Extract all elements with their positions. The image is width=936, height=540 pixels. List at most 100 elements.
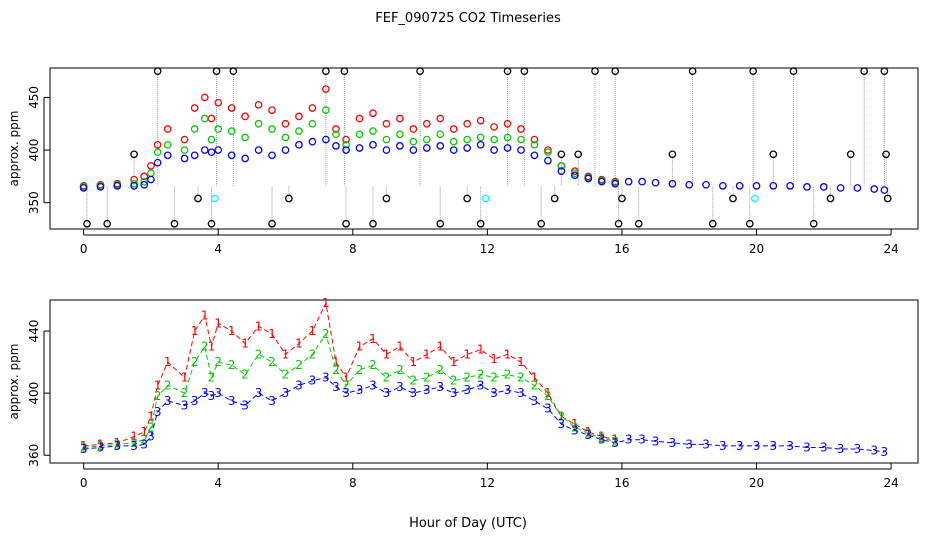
red-data-point — [180, 135, 189, 144]
bottom-x-tick-label: 4 — [214, 476, 222, 490]
top-x-tick-label: 16 — [614, 242, 629, 256]
blue-data-point — [463, 144, 472, 152]
black-data-point — [688, 67, 697, 76]
red-data-point — [295, 112, 303, 121]
red-data-point — [342, 135, 350, 144]
green-digit-marker: 2 — [282, 368, 290, 382]
top-y-tick-label: 350 — [27, 191, 41, 214]
blue-data-point — [147, 175, 155, 184]
red-digit-marker: 1 — [140, 425, 148, 439]
blue-data-point — [409, 146, 418, 154]
blue-digit-marker: 3 — [164, 394, 172, 408]
green-data-point — [530, 140, 539, 149]
blue-data-point — [570, 171, 579, 180]
black-data-point — [416, 67, 424, 76]
top-x-tick-label: 4 — [214, 242, 222, 256]
red-data-point — [227, 104, 236, 112]
bottom-y-tick-label: 360 — [27, 444, 41, 467]
blue-data-point — [530, 151, 539, 160]
blue-data-point — [207, 148, 216, 157]
green-data-point — [463, 135, 472, 144]
green-digit-marker: 2 — [584, 427, 592, 441]
red-digit-marker: 1 — [332, 355, 340, 369]
cyan-data-point — [211, 194, 219, 203]
blue-data-point — [436, 142, 445, 150]
green-digit-marker: 2 — [97, 439, 105, 453]
blue-digit-marker: 3 — [154, 405, 162, 419]
blue-data-point — [342, 146, 350, 154]
blue-data-point — [651, 178, 660, 187]
red-digit-marker: 1 — [113, 436, 121, 450]
green-digit-marker: 2 — [531, 378, 539, 392]
green-digit-marker: 2 — [342, 378, 350, 392]
bottom-y-tick-label: 440 — [27, 320, 41, 343]
green-digit-marker: 2 — [423, 371, 431, 385]
blue-data-point — [819, 183, 828, 191]
green-series-line — [83, 332, 616, 448]
green-digit-marker: 2 — [295, 358, 303, 372]
blue-data-point — [557, 167, 566, 175]
blue-digit-marker: 3 — [342, 386, 350, 400]
green-digit-marker: 2 — [490, 371, 498, 385]
green-digit-marker: 2 — [396, 363, 404, 377]
black-data-point — [809, 219, 818, 228]
green-data-point — [200, 114, 209, 123]
blue-digit-marker: 3 — [504, 383, 512, 397]
blue-digit-marker: 3 — [770, 439, 778, 453]
blue-data-point — [611, 179, 620, 188]
green-data-point — [180, 146, 189, 154]
blue-data-point — [355, 144, 364, 152]
red-data-point — [200, 93, 209, 102]
blue-digit-marker: 3 — [255, 386, 263, 400]
green-data-point — [422, 135, 431, 144]
blue-data-point — [214, 146, 223, 154]
green-digit-marker: 2 — [147, 420, 155, 434]
black-data-point — [634, 219, 643, 228]
red-digit-marker: 1 — [255, 319, 263, 333]
blue-digit-marker: 3 — [490, 386, 498, 400]
red-digit-marker: 1 — [322, 296, 330, 310]
blue-digit-marker: 3 — [517, 386, 525, 400]
red-digit-marker: 1 — [214, 316, 222, 330]
top-x-tick-label: 20 — [749, 242, 764, 256]
red-digit-marker: 1 — [544, 386, 552, 400]
black-data-point — [207, 219, 216, 228]
blue-digit-marker: 3 — [396, 380, 404, 394]
green-digit-marker: 2 — [228, 358, 236, 372]
green-digit-marker: 2 — [309, 347, 317, 361]
green-digit-marker: 2 — [517, 371, 525, 385]
blue-data-point — [668, 179, 677, 188]
green-digit-marker: 2 — [410, 374, 418, 388]
blue-digit-marker: 3 — [268, 394, 276, 408]
blue-data-point — [786, 182, 795, 190]
blue-data-point — [281, 146, 290, 154]
green-digit-marker: 2 — [191, 355, 199, 369]
blue-digit-marker: 3 — [598, 433, 606, 447]
blue-data-point — [295, 140, 303, 149]
green-data-point — [355, 130, 364, 139]
blue-digit-marker: 3 — [113, 439, 121, 453]
red-digit-marker: 1 — [130, 430, 138, 444]
blue-digit-marker: 3 — [228, 394, 236, 408]
black-data-point — [826, 194, 835, 203]
green-data-point — [140, 177, 149, 186]
red-digit-marker: 1 — [191, 324, 199, 338]
blue-digit-marker: 3 — [282, 386, 290, 400]
blue-data-point — [322, 135, 330, 144]
red-digit-marker: 1 — [423, 347, 431, 361]
black-data-point — [729, 194, 737, 203]
red-digit-marker: 1 — [558, 409, 566, 423]
blue-series-line — [83, 377, 885, 453]
green-digit-marker: 2 — [332, 363, 340, 377]
blue-data-point — [880, 186, 889, 194]
red-digit-marker: 1 — [611, 433, 619, 447]
cyan-data-point — [481, 194, 490, 203]
green-data-point — [227, 127, 236, 135]
black-data-point — [83, 219, 91, 228]
black-data-point — [611, 67, 620, 76]
blue-data-point — [254, 146, 263, 154]
green-digit-marker: 2 — [571, 420, 579, 434]
top-y-tick-label: 450 — [27, 86, 41, 109]
blue-digit-marker: 3 — [786, 439, 794, 453]
bottom-x-tick-label: 24 — [883, 476, 898, 490]
